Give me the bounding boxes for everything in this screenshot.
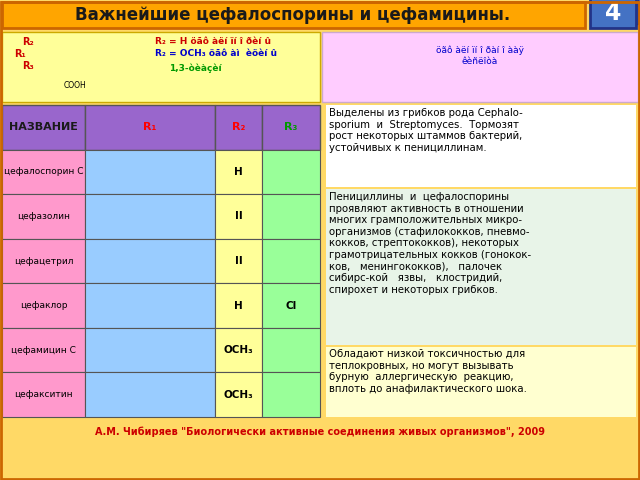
Text: R₁: R₁: [14, 49, 26, 59]
Bar: [594, 0, 638, 24]
Bar: [2, 32, 320, 102]
Bar: [596, 0, 640, 22]
Text: COOH: COOH: [63, 81, 86, 89]
Text: H: H: [234, 167, 243, 177]
Text: R₃: R₃: [22, 61, 34, 71]
Text: цефалоспорин С: цефалоспорин С: [4, 168, 83, 176]
Bar: [262, 328, 320, 372]
Bar: [262, 372, 320, 417]
Bar: [85, 372, 215, 417]
Bar: [2, 194, 85, 239]
Bar: [85, 239, 215, 283]
Bar: [215, 372, 262, 417]
Text: OCH₃: OCH₃: [223, 390, 253, 400]
Bar: [2, 328, 85, 372]
Text: R₁: R₁: [143, 122, 157, 132]
Text: H: H: [234, 300, 243, 311]
Bar: [215, 283, 262, 328]
Text: Выделены из грибков рода Cephalo-
sporium  и  Streptomyces.  Тормозят
рост некот: Выделены из грибков рода Cephalo- sporiu…: [329, 108, 523, 153]
Bar: [85, 105, 215, 150]
Text: цефакситин: цефакситин: [14, 390, 73, 399]
Text: Обладают низкой токсичностью для
теплокровных, но могут вызывать
бурную  аллерги: Обладают низкой токсичностью для теплокр…: [329, 349, 527, 394]
Text: II: II: [235, 211, 243, 221]
Text: цефаклор: цефаклор: [20, 301, 67, 310]
Text: цефацетрил: цефацетрил: [13, 256, 73, 265]
Text: Важнейшие цефалоспорины и цефамицины.: Важнейшие цефалоспорины и цефамицины.: [76, 6, 511, 24]
Text: 1,3-òèàçèí: 1,3-òèàçèí: [169, 63, 221, 73]
Bar: [2, 105, 85, 150]
Bar: [262, 150, 320, 194]
Bar: [2, 239, 85, 283]
Text: R₂ = OCH₃ öãô àì  èöèí û: R₂ = OCH₃ öãô àì èöèí û: [155, 49, 277, 59]
Bar: [2, 150, 85, 194]
Bar: [262, 194, 320, 239]
Bar: [326, 189, 636, 345]
Text: Cl: Cl: [285, 300, 296, 311]
Bar: [85, 328, 215, 372]
Bar: [215, 150, 262, 194]
Bar: [2, 372, 85, 417]
Bar: [215, 328, 262, 372]
Bar: [262, 239, 320, 283]
Bar: [85, 283, 215, 328]
Text: OCH₃: OCH₃: [223, 345, 253, 355]
Text: цефамицин С: цефамицин С: [11, 346, 76, 355]
Text: R₃: R₃: [284, 122, 298, 132]
Text: Пенициллины  и  цефалоспорины
проявляют активность в отношении
многих грамположи: Пенициллины и цефалоспорины проявляют ак…: [329, 192, 531, 295]
Text: öãô àëí ïí î ðàí î ààÿ: öãô àëí ïí î ðàí î ààÿ: [436, 45, 524, 55]
Bar: [2, 2, 585, 28]
Text: II: II: [235, 256, 243, 266]
Bar: [215, 105, 262, 150]
Bar: [590, 0, 636, 28]
Text: НАЗВАНИЕ: НАЗВАНИЕ: [9, 122, 78, 132]
Bar: [598, 0, 640, 20]
Bar: [326, 105, 636, 187]
Text: цефазолин: цефазолин: [17, 212, 70, 221]
Bar: [322, 32, 638, 102]
Bar: [85, 194, 215, 239]
Bar: [2, 283, 85, 328]
Bar: [215, 239, 262, 283]
Text: R₂: R₂: [232, 122, 245, 132]
Text: R₂: R₂: [22, 37, 34, 47]
Bar: [326, 347, 636, 417]
Text: А.М. Чибиряев "Биологически активные соединения живых организмов", 2009: А.М. Чибиряев "Биологически активные сое…: [95, 427, 545, 437]
Bar: [85, 150, 215, 194]
Bar: [215, 194, 262, 239]
Bar: [262, 283, 320, 328]
Text: êèñëîòà: êèñëîòà: [462, 58, 498, 67]
Bar: [262, 105, 320, 150]
Text: 4: 4: [605, 1, 621, 25]
Bar: [592, 0, 636, 26]
Text: R₂ = H öãô àëí ïí î ðèí û: R₂ = H öãô àëí ïí î ðèí û: [155, 37, 271, 47]
